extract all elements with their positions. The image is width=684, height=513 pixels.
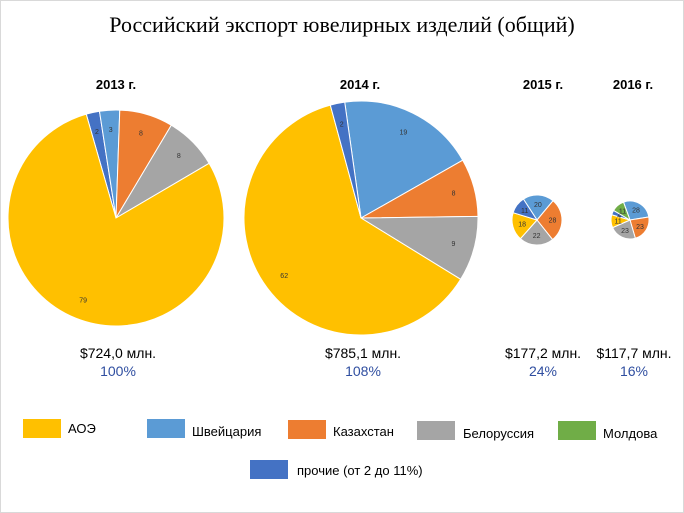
pie-share-2015: 24% — [528, 363, 558, 379]
pie-label-2014-1: 8 — [452, 190, 456, 197]
pie-slice-2014-0 — [344, 100, 464, 219]
pie-share-2014: 108% — [345, 363, 381, 379]
legend-label: Молдова — [603, 426, 658, 441]
pie-title-2016: 2016 г. — [612, 77, 654, 92]
legend-label: Белоруссия — [463, 426, 535, 441]
legend-label: Швейцария — [192, 424, 262, 439]
pie-label-2015-3: 18 — [518, 222, 526, 229]
pie-label-2013-2: 8 — [139, 131, 143, 138]
pie-total-2014: $785,1 млн. — [324, 345, 402, 361]
pie-label-2016-4: 4 — [617, 213, 621, 220]
legend-label: Казахстан — [333, 424, 394, 439]
pie-title-2013: 2013 г. — [95, 77, 137, 92]
legend-label: прочие (от 2 до 11%) — [297, 463, 423, 478]
pie-label-2014-4: 2 — [340, 122, 344, 129]
pie-total-2016: $117,7 млн. — [596, 345, 672, 361]
chart-title: Российский экспорт ювелирных изделий (об… — [109, 12, 575, 37]
pie-label-2016-0: 28 — [632, 207, 640, 214]
pie-label-2013-4: 79 — [79, 298, 87, 305]
pie-label-2016-5: 11 — [619, 208, 626, 215]
pie-label-2015-1: 28 — [549, 218, 557, 225]
legend-swatch — [558, 421, 596, 440]
pie-label-2014-2: 9 — [452, 241, 456, 248]
pie-slice-2015-2 — [519, 219, 554, 246]
pie-label-2013-0: 2 — [95, 129, 99, 136]
pie-slice-2015-1 — [536, 200, 563, 241]
pie-label-2016-2: 23 — [621, 228, 629, 235]
pie-label-2013-3: 8 — [177, 153, 181, 160]
pie-label-2016-1: 23 — [636, 224, 644, 231]
pie-title-2014: 2014 г. — [339, 77, 381, 92]
pie-share-2016: 16% — [619, 363, 649, 379]
legend-swatch — [288, 420, 326, 439]
pie-label-2016-3: 11 — [615, 218, 622, 225]
pie-slice-2016-5 — [612, 201, 631, 222]
pie-slice-2014-3 — [243, 104, 462, 336]
pie-share-2013: 100% — [100, 363, 136, 379]
pie-slice-2013-4 — [7, 113, 225, 327]
pie-label-2014-3: 62 — [280, 273, 288, 280]
legend-swatch — [250, 460, 288, 479]
pie-label-2015-4: 11 — [521, 208, 528, 215]
pie-total-2015: $177,2 млн. — [504, 345, 582, 361]
pie-title-2015: 2015 г. — [522, 77, 564, 92]
legend-swatch — [417, 421, 455, 440]
pie-slice-2015-4 — [512, 198, 539, 221]
pie-label-2014-0: 19 — [400, 129, 408, 136]
legend-swatch — [147, 419, 185, 438]
pie-total-2013: $724,0 млн. — [79, 345, 157, 361]
pie-label-2013-1: 3 — [109, 127, 113, 134]
legend-swatch — [23, 419, 61, 438]
pie-label-2015-2: 22 — [533, 233, 541, 240]
pie-slice-2016-0 — [622, 200, 650, 221]
pie-label-2015-0: 20 — [534, 202, 542, 209]
legend-label: АОЭ — [68, 421, 96, 436]
pie-slice-2014-4 — [329, 101, 362, 219]
